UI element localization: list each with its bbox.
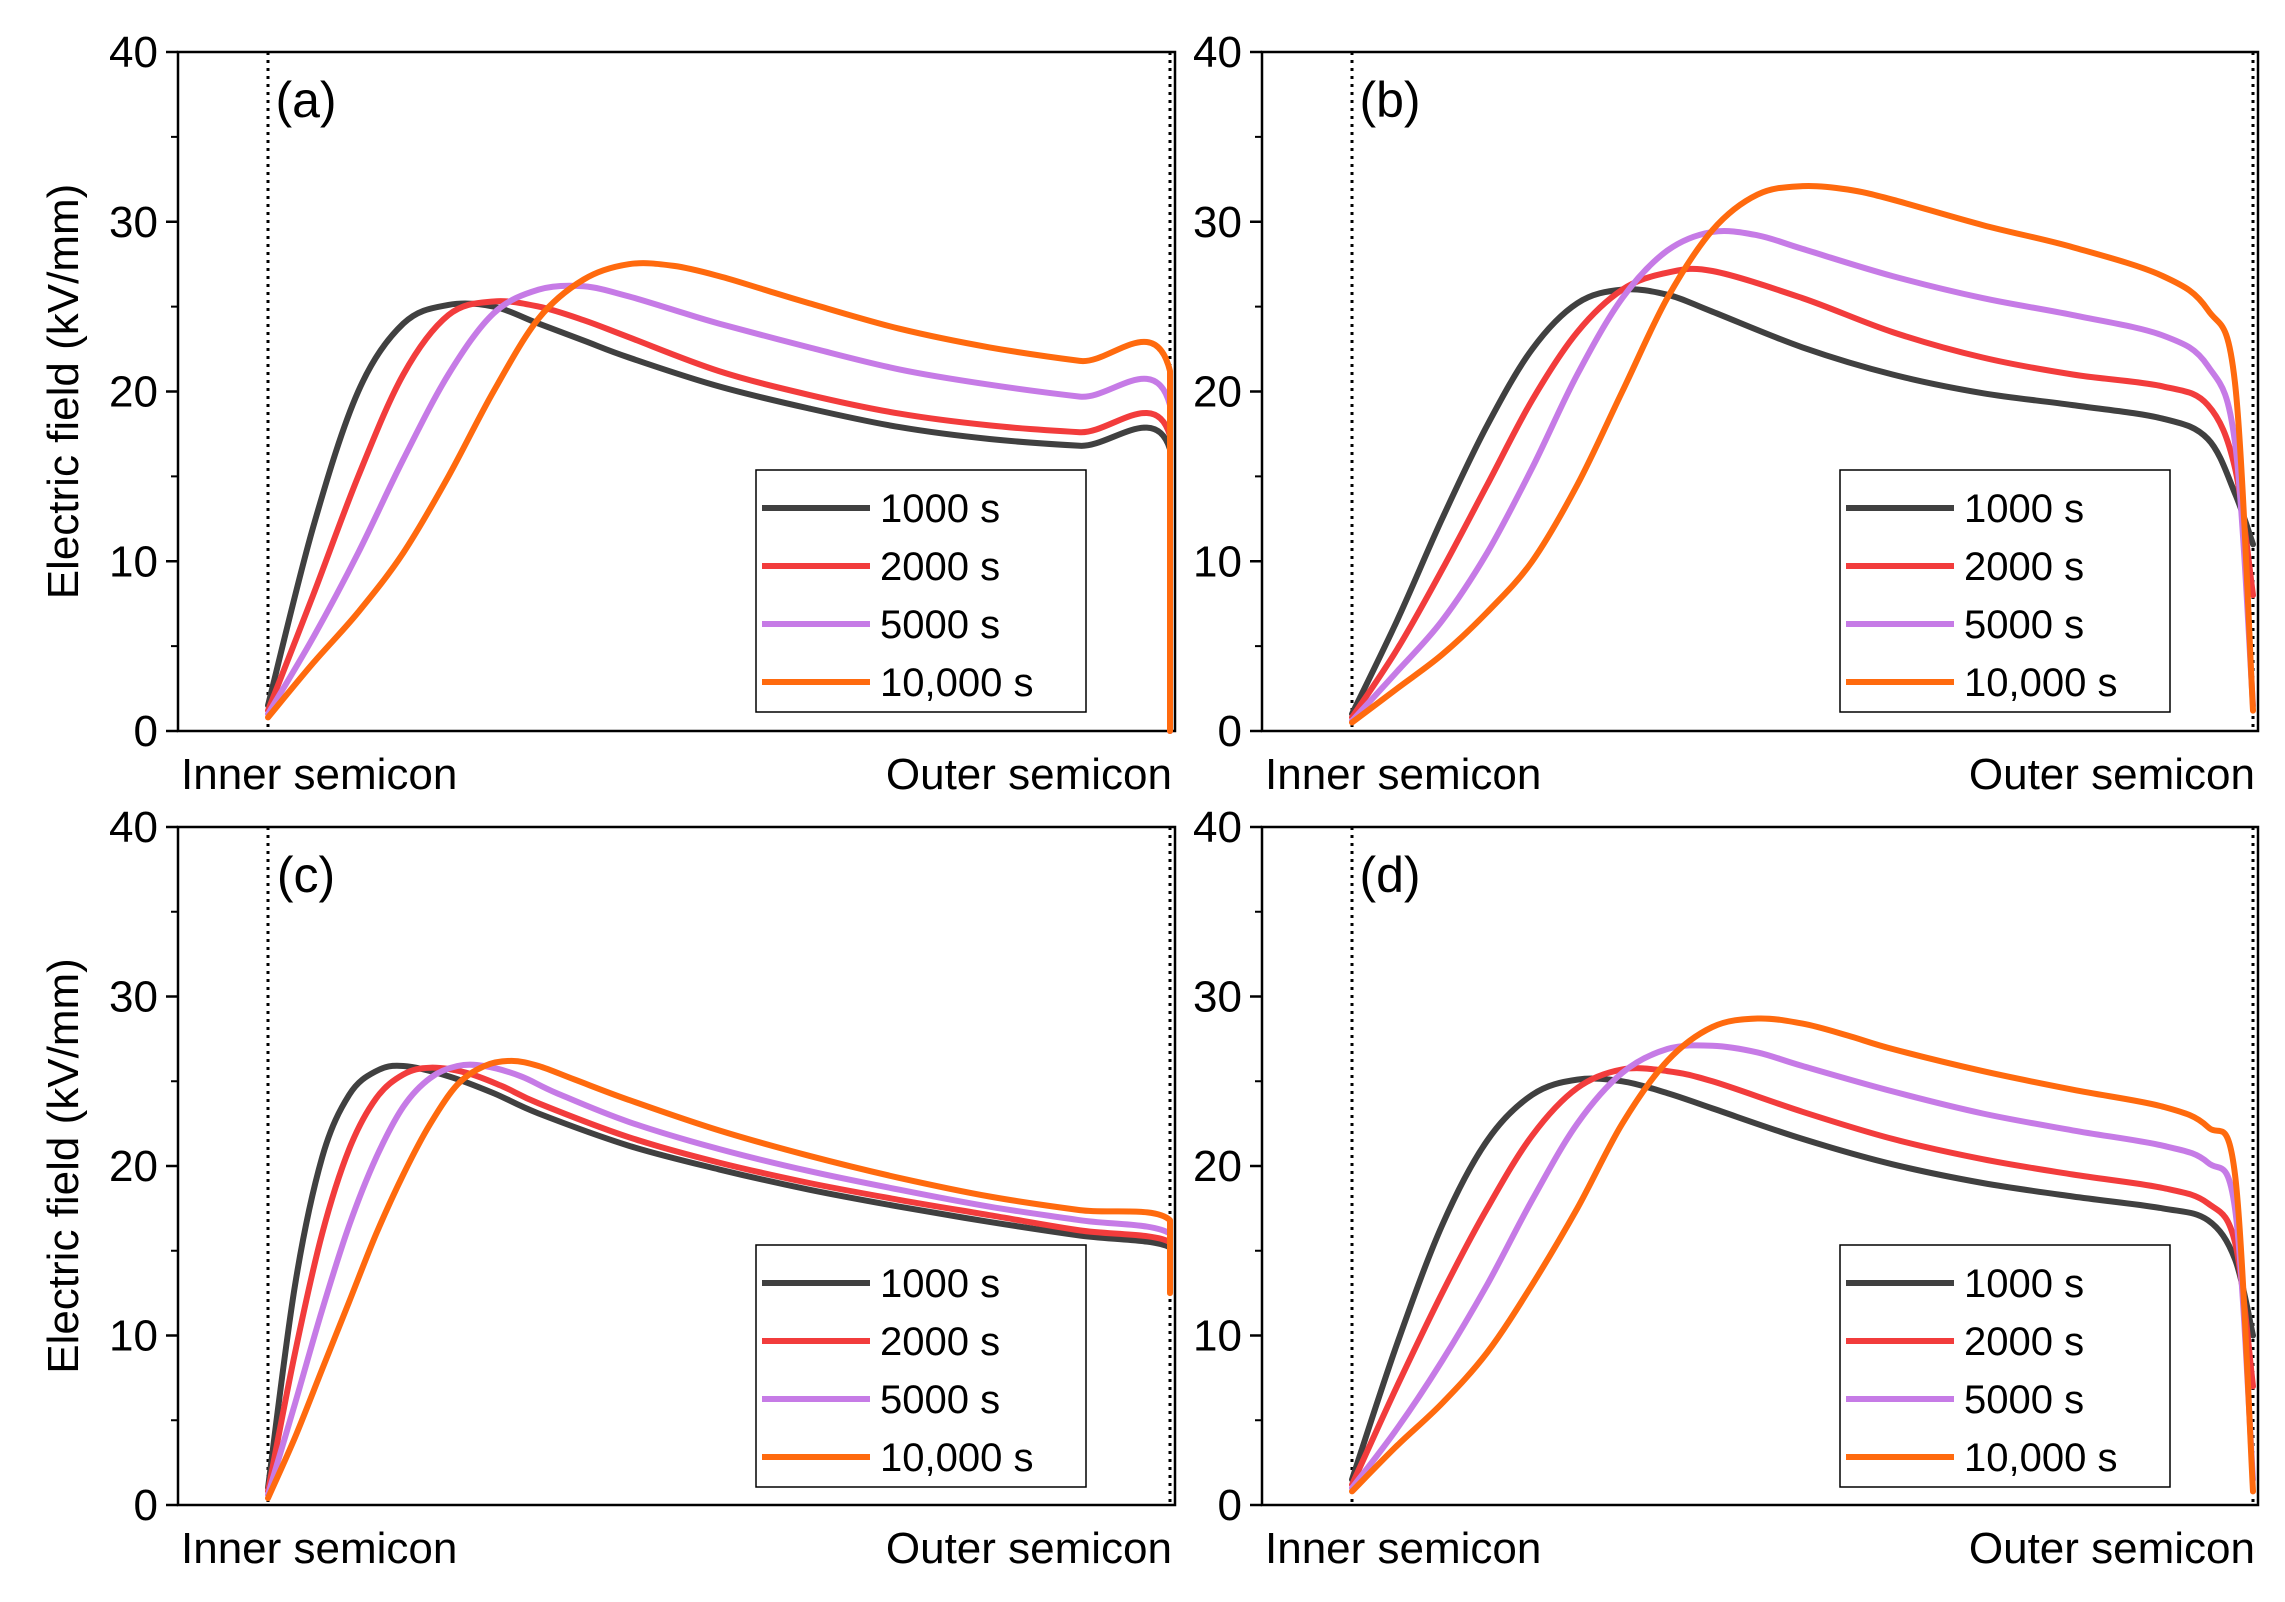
series-line-10000s — [265, 1057, 1173, 1502]
series-line-5000s — [1349, 1042, 2256, 1491]
x-start-label: Inner semicon — [1265, 1524, 1541, 1573]
panel-label: (a) — [275, 72, 336, 128]
x-end-label: Outer semicon — [886, 750, 1172, 799]
legend-label: 10,000 s — [880, 1436, 1033, 1480]
series-line-1000s — [265, 300, 1173, 734]
panel-4: 0 10 20 30 40 (d) Inner semicon Outer semicon 10… — [1193, 803, 2260, 1573]
legend-label: 5000 s — [880, 603, 1000, 647]
x-start-label: Inner semicon — [181, 1524, 457, 1573]
legend-label: 1000 s — [1964, 1262, 2084, 1306]
y-tick-label: 20 — [1193, 1142, 1242, 1191]
series-line-1000s — [265, 1062, 1173, 1491]
y-tick-label: 0 — [1218, 1481, 1242, 1530]
x-end-label: Outer semicon — [1969, 1524, 2255, 1573]
legend-label: 1000 s — [1964, 487, 2084, 531]
series-line-5000s — [265, 1061, 1173, 1498]
series-line-2000s — [265, 1064, 1173, 1495]
series-line-10000s — [265, 260, 1173, 734]
series-line-2000s — [265, 298, 1173, 734]
panel-label: (b) — [1359, 72, 1420, 128]
y-tick-label: 10 — [109, 1312, 158, 1361]
y-tick-label: 40 — [109, 28, 158, 77]
y-tick-label: 40 — [109, 803, 158, 852]
y-tick-label: 10 — [1193, 537, 1242, 586]
y-tick-label: 20 — [1193, 368, 1242, 417]
y-tick-label: 10 — [109, 537, 158, 586]
panel-label: (c) — [277, 847, 335, 903]
legend: 1000 s 2000 s 5000 s 10,000 s — [755, 1244, 1087, 1488]
y-tick-label: 30 — [1193, 973, 1242, 1022]
series-line-2000s — [1349, 1065, 2256, 1488]
y-tick-label: 30 — [109, 198, 158, 247]
legend-label: 2000 s — [880, 1320, 1000, 1364]
x-end-label: Outer semicon — [1969, 750, 2255, 799]
panel-2: 0 10 20 30 40 (b) Inner semicon Outer semicon 10… — [1193, 28, 2260, 799]
x-start-label: Inner semicon — [1265, 750, 1541, 799]
series-line-10000s — [1349, 1015, 2256, 1495]
legend-label: 10,000 s — [1964, 661, 2117, 705]
legend-label: 5000 s — [880, 1378, 1000, 1422]
y-tick-label: 20 — [109, 368, 158, 417]
legend-label: 1000 s — [880, 1262, 1000, 1306]
legend-label: 1000 s — [880, 487, 1000, 531]
y-tick-label: 10 — [1193, 1312, 1242, 1361]
x-start-label: Inner semicon — [181, 750, 457, 799]
series-line-1000s — [1349, 286, 2256, 717]
legend-label: 5000 s — [1964, 1378, 2084, 1422]
legend-label: 5000 s — [1964, 603, 2084, 647]
y-tick-label: 20 — [109, 1142, 158, 1191]
legend-label: 2000 s — [1964, 545, 2084, 589]
series-line-5000s — [265, 282, 1173, 734]
series-line-10000s — [1349, 182, 2256, 726]
y-tick-label: 0 — [134, 1481, 158, 1530]
series-line-2000s — [1349, 265, 2256, 721]
x-end-label: Outer semicon — [886, 1524, 1172, 1573]
y-tick-label: 0 — [1218, 707, 1242, 756]
legend-label: 10,000 s — [1964, 1436, 2117, 1480]
legend: 1000 s 2000 s 5000 s 10,000 s — [1839, 1244, 2171, 1488]
legend: 1000 s 2000 s 5000 s 10,000 s — [755, 469, 1087, 713]
series-line-5000s — [1349, 227, 2256, 724]
y-tick-label: 30 — [109, 973, 158, 1022]
y-tick-label: 0 — [134, 707, 158, 756]
panel-3: 0 10 20 30 40 (c) Inner semicon Outer semicon El… — [39, 803, 1177, 1573]
y-axis-label: Electric field (kV/mm) — [39, 184, 88, 600]
panel-label: (d) — [1359, 847, 1420, 903]
y-axis-label: Electric field (kV/mm) — [39, 958, 88, 1374]
y-tick-label: 40 — [1193, 28, 1242, 77]
series-line-1000s — [1349, 1075, 2256, 1483]
legend-label: 10,000 s — [880, 661, 1033, 705]
legend-label: 2000 s — [1964, 1320, 2084, 1364]
y-tick-label: 30 — [1193, 198, 1242, 247]
y-tick-label: 40 — [1193, 803, 1242, 852]
legend-label: 2000 s — [880, 545, 1000, 589]
panel-1: 0 10 20 30 40 (a) Inner semicon Outer semicon El… — [39, 28, 1177, 799]
legend: 1000 s 2000 s 5000 s 10,000 s — [1839, 469, 2171, 713]
